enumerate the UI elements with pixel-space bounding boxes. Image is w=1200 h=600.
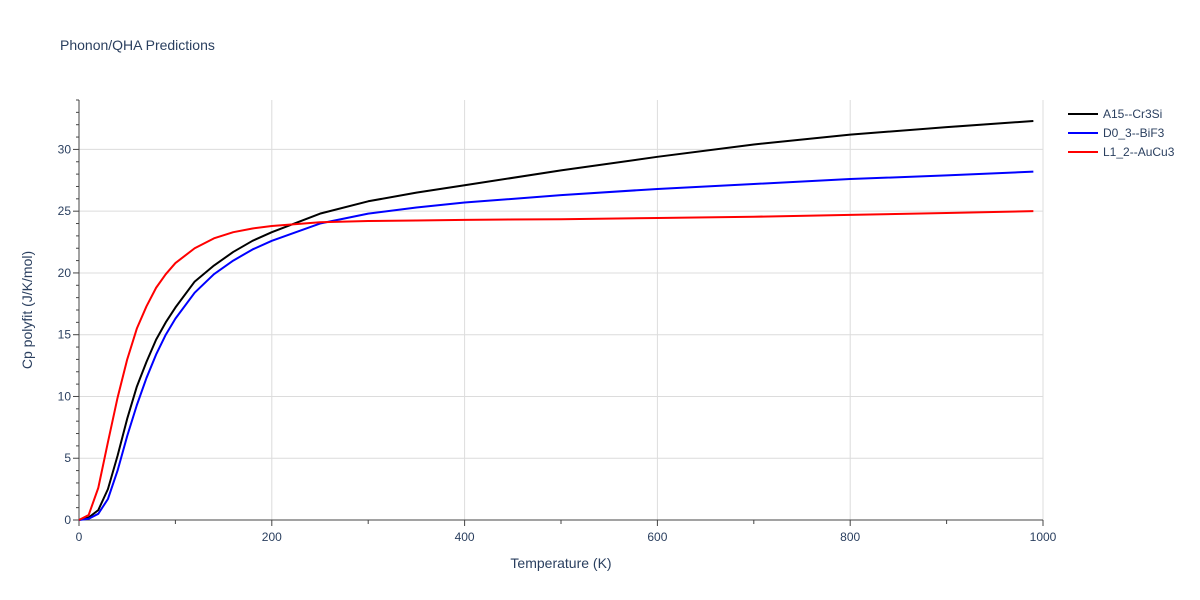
y-tick-label: 20	[58, 266, 72, 280]
y-tick-label: 10	[58, 389, 72, 403]
axes: 0 200 400 600 800 1000 0 5 10 15 20 25 30	[58, 99, 1057, 544]
x-tick-label: 800	[840, 530, 860, 544]
legend-label[interactable]: D0_3--BiF3	[1103, 126, 1165, 140]
series-line[interactable]	[78, 170, 1034, 521]
y-tick-label: 30	[58, 142, 72, 156]
x-tick-label: 0	[76, 530, 83, 544]
series-lines	[78, 120, 1034, 521]
y-tick-label: 25	[58, 204, 72, 218]
legend[interactable]: A15--Cr3Si D0_3--BiF3 L1_2--AuCu3	[1068, 107, 1175, 159]
series-line[interactable]	[78, 120, 1034, 521]
x-tick-label: 400	[455, 530, 475, 544]
y-tick-label: 0	[64, 513, 71, 527]
y-axis-title: Cp polyfit (J/K/mol)	[19, 251, 35, 369]
x-tick-label: 600	[647, 530, 667, 544]
legend-label[interactable]: L1_2--AuCu3	[1103, 145, 1175, 159]
x-axis-title: Temperature (K)	[510, 555, 611, 571]
chart-title: Phonon/QHA Predictions	[60, 37, 215, 53]
x-tick-label: 1000	[1030, 530, 1057, 544]
grid-lines	[79, 100, 1044, 520]
series-line[interactable]	[78, 210, 1034, 521]
y-tick-label: 15	[58, 328, 72, 342]
legend-label[interactable]: A15--Cr3Si	[1103, 107, 1162, 121]
y-tick-label: 5	[64, 451, 71, 465]
x-tick-label: 200	[262, 530, 282, 544]
